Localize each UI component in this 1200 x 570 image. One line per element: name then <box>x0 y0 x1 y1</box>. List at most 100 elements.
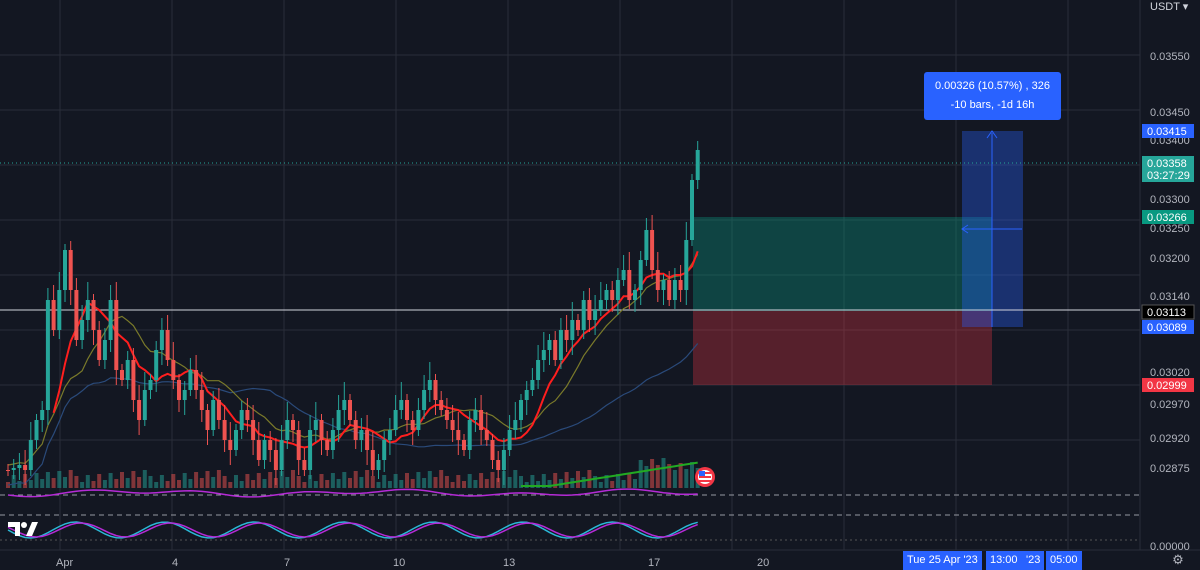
candle-body <box>154 350 159 380</box>
volume-bar <box>302 482 307 488</box>
volume-bar <box>638 460 643 488</box>
price-axis-labels: 0.035500.034500.034000.033000.032500.032… <box>1150 51 1190 553</box>
volume-bar <box>353 471 358 488</box>
volume-bar <box>330 473 335 488</box>
us-flag-icon[interactable] <box>695 467 715 487</box>
moving-average-fast <box>52 250 699 449</box>
volume-bar <box>633 479 637 488</box>
candle-body <box>570 320 575 340</box>
price-tag-text: 0.02999 <box>1147 380 1187 392</box>
candle-body <box>211 400 216 430</box>
volume-bar <box>205 471 210 488</box>
volume-bar <box>433 477 438 488</box>
candle-body <box>342 400 347 410</box>
volume-bar <box>610 481 615 488</box>
volume-bar <box>97 474 102 488</box>
price-tag <box>1142 156 1194 182</box>
price-tag <box>1141 304 1195 320</box>
candle-body <box>684 240 689 290</box>
measure-bars-time: -10 bars, -1d 16h <box>950 99 1035 111</box>
candle-body <box>410 420 415 430</box>
time-axis-labels: Apr 4 7 10 13 17 20 <box>56 557 769 569</box>
volume-bars <box>6 458 700 488</box>
candle-body <box>114 300 119 370</box>
candle-body <box>627 270 632 300</box>
candle-body <box>251 420 256 440</box>
candle-body <box>359 430 364 440</box>
chart-grid <box>0 0 1140 550</box>
candle-body <box>558 330 563 360</box>
volume-bar <box>262 479 267 488</box>
volume-bar <box>142 470 147 488</box>
candle-body <box>399 400 404 410</box>
price-tag-text: 0.03089 <box>1147 322 1187 334</box>
price-axis-label: 0.00000 <box>1150 541 1190 553</box>
profit-zone[interactable] <box>693 217 992 311</box>
candle-body <box>587 300 592 320</box>
volume-bar <box>644 466 649 488</box>
moving-average-slow <box>7 343 699 486</box>
candle-body <box>387 430 392 440</box>
volume-bar <box>439 470 444 488</box>
volume-bar <box>473 480 478 488</box>
volume-bar <box>593 476 598 488</box>
volume-bar <box>370 476 375 488</box>
candle-body <box>17 465 22 468</box>
volume-bar <box>399 480 404 488</box>
loss-zone[interactable] <box>693 311 992 385</box>
volume-bar <box>576 471 580 488</box>
volume-bar <box>251 480 256 488</box>
volume-bar <box>513 470 518 488</box>
currency-selector[interactable]: USDT ▾ <box>1150 1 1189 13</box>
candle-body <box>638 260 643 290</box>
price-tag <box>1142 320 1194 334</box>
volume-bar <box>177 480 181 488</box>
candle-body <box>319 420 324 440</box>
moving-average-mid <box>7 253 699 466</box>
gear-icon[interactable]: ⚙ <box>1172 552 1184 567</box>
volume-bar <box>496 478 501 488</box>
volume-bar <box>541 474 546 488</box>
candle-body <box>34 420 39 440</box>
measure-arrow-head <box>986 130 998 139</box>
candle-body <box>148 380 153 390</box>
volume-bar <box>621 480 626 488</box>
price-axis-label: 0.03450 <box>1150 107 1190 119</box>
volume-bar <box>325 480 330 488</box>
volume-bar <box>519 476 523 488</box>
candle-body <box>513 420 518 430</box>
candle-body <box>234 430 238 450</box>
volume-bar <box>661 458 666 488</box>
price-tag-text: 0.03266 <box>1147 212 1187 224</box>
volume-bar <box>63 477 67 488</box>
volume-bar <box>308 475 313 488</box>
candle-body <box>633 290 637 300</box>
candle-body <box>51 300 56 330</box>
candle-body <box>655 270 660 290</box>
candle-body <box>125 360 130 380</box>
measure-info-box: 0.00326 (10.57%) , 326 -10 bars, -1d 16h <box>924 72 1061 120</box>
volume-bar <box>581 477 586 488</box>
volume-bar <box>444 476 449 488</box>
volume-bar <box>536 481 541 488</box>
candle-body <box>245 410 250 420</box>
candle-body <box>530 380 535 390</box>
candle-body <box>547 340 552 350</box>
volume-bar <box>11 475 16 488</box>
time-axis-label: 4 <box>172 557 178 569</box>
price-axis[interactable] <box>1140 0 1200 570</box>
volume-bar <box>51 478 56 488</box>
tradingview-logo-icon[interactable] <box>6 518 40 540</box>
candle-body <box>291 420 295 430</box>
time-axis-label: 17 <box>648 557 660 569</box>
volume-bar <box>120 472 124 488</box>
candle-body <box>473 410 478 420</box>
candle-body <box>11 468 16 470</box>
volume-bar <box>137 477 142 488</box>
candle-body <box>427 380 432 390</box>
volume-bar <box>291 470 295 488</box>
candle-body <box>91 300 96 330</box>
volume-bar <box>188 479 193 488</box>
